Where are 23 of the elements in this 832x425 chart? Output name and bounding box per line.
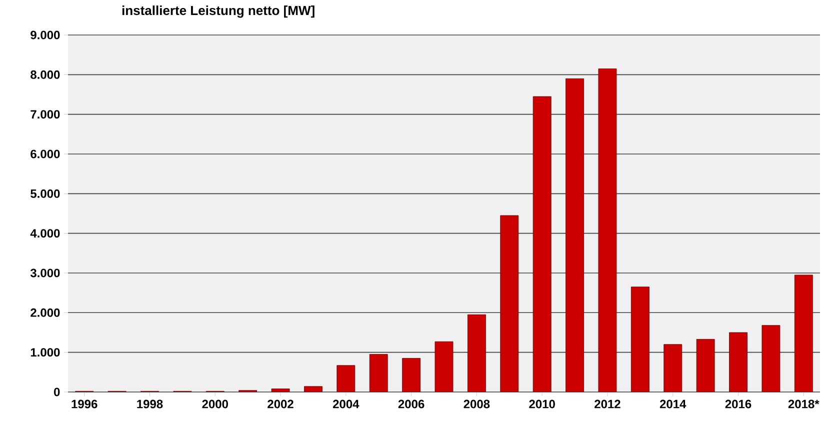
y-tick-label: 6.000 <box>30 150 60 158</box>
y-tick-label: 7.000 <box>30 110 60 119</box>
y-tick-label: 9.000 <box>30 30 60 40</box>
y-tick-label: 0 <box>54 388 60 396</box>
x-tick-label: 2010 <box>529 400 555 408</box>
x-tick-label: 2000 <box>202 400 228 408</box>
x-tick-label: 2012 <box>594 400 620 408</box>
x-tick-label: 2008 <box>464 400 490 408</box>
x-tick-label: 2004 <box>332 400 360 408</box>
y-tick-label: 4.000 <box>30 229 60 238</box>
x-tick-label: 2018* <box>788 400 820 408</box>
x-tick-label: 2002 <box>268 400 294 408</box>
y-tick-label: 2.000 <box>30 308 60 317</box>
x-tick-label: 1996 <box>72 400 98 408</box>
y-tick-label: 5.000 <box>30 189 60 198</box>
y-tick-label: 1.000 <box>30 348 60 357</box>
chart-title: installierte Leistung netto [MW] <box>122 6 314 18</box>
x-tick-label: 1998 <box>137 400 163 408</box>
y-tick-label: 3.000 <box>30 268 60 278</box>
x-tick-label: 2006 <box>398 400 424 408</box>
y-tick-label: 8.000 <box>30 70 60 79</box>
x-tick-label: 2014 <box>660 400 686 408</box>
x-tick-label: 2016 <box>725 400 752 408</box>
